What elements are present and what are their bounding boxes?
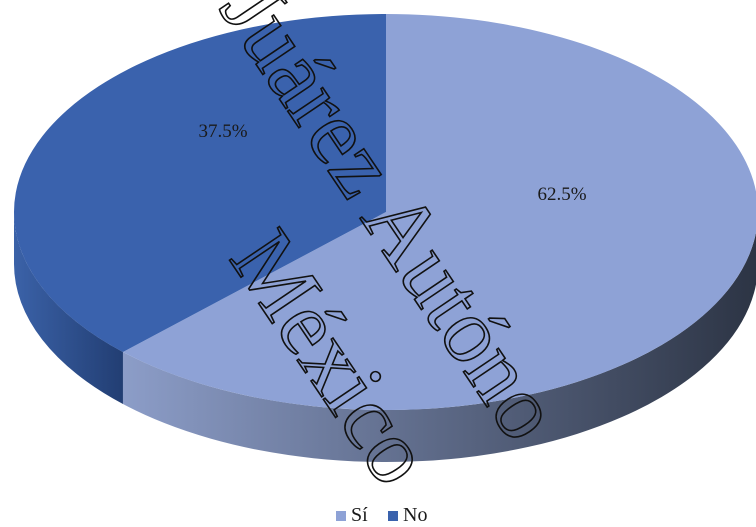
pie-tops (14, 14, 756, 410)
pie-side-si (122, 232, 756, 462)
legend-item-si: Sí (336, 504, 368, 526)
legend-item-no: No (388, 504, 427, 526)
data-label-no: 37.5% (198, 121, 247, 142)
legend-label-no: No (403, 504, 427, 526)
pie-slice-no (14, 14, 387, 353)
legend-swatch-si (336, 511, 346, 521)
pie-side-no (14, 212, 123, 405)
pie-sides (14, 212, 756, 462)
pie-slice-si (122, 14, 756, 410)
legend: Sí No (336, 504, 427, 526)
data-label-si: 62.5% (537, 184, 586, 205)
data-labels: 62.5% 37.5% (198, 121, 586, 205)
legend-swatch-no (388, 511, 398, 521)
legend-label-si: Sí (351, 504, 368, 526)
